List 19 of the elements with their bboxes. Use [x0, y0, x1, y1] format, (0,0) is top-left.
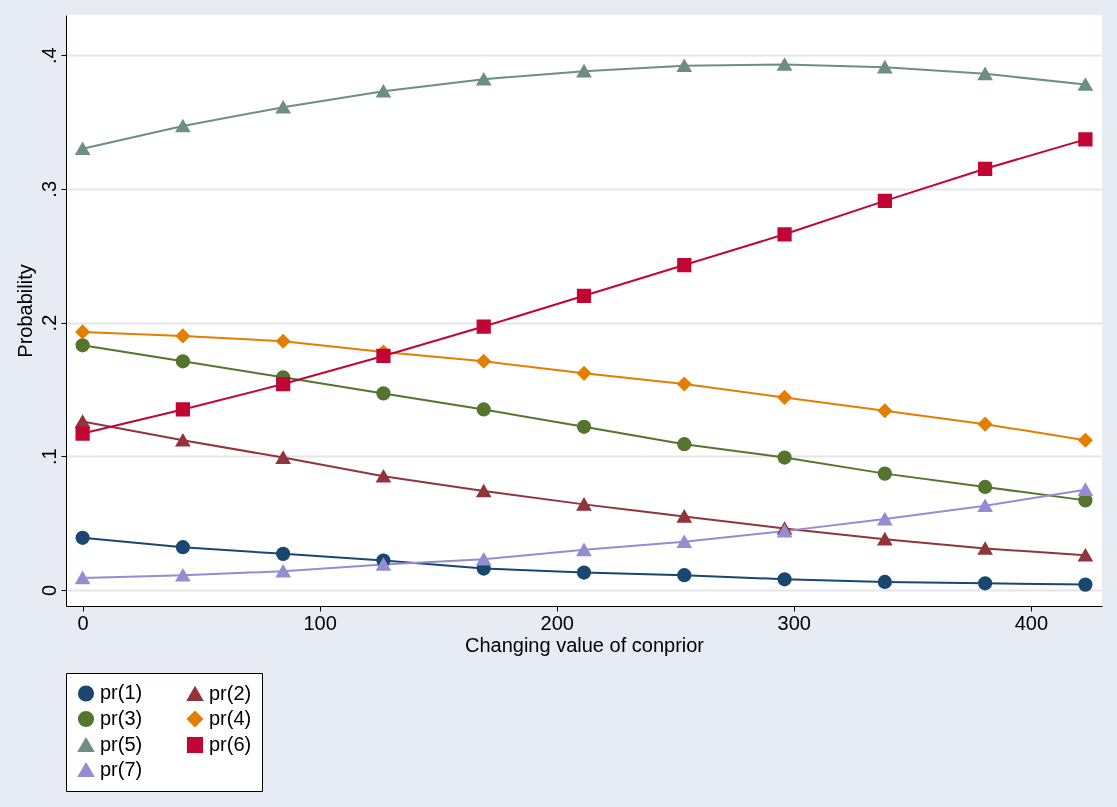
legend-label: pr(2): [209, 681, 252, 704]
legend-label: pr(4): [209, 707, 252, 729]
x-tick-label: 0: [77, 611, 89, 634]
x-tick-label: 200: [540, 611, 574, 634]
y-tick-label: 0: [37, 584, 60, 597]
legend-label: pr(6): [209, 733, 252, 755]
x-tick-label: 400: [1014, 611, 1049, 634]
x-tick-label: 100: [303, 611, 337, 634]
y-tick-label: .2: [37, 314, 60, 332]
legend-label: pr(7): [100, 758, 143, 780]
y-tick-label: .1: [37, 448, 60, 466]
legend-label: pr(1): [100, 681, 143, 704]
y-axis-title: Probability: [13, 264, 36, 358]
y-tick-label: .4: [37, 47, 60, 64]
legend-label: pr(5): [100, 733, 143, 755]
y-tick-label: .3: [37, 180, 60, 198]
legend-label: pr(3): [100, 707, 143, 729]
x-tick-label: 300: [777, 611, 811, 634]
x-axis-title: Changing value of conprior: [464, 633, 705, 656]
